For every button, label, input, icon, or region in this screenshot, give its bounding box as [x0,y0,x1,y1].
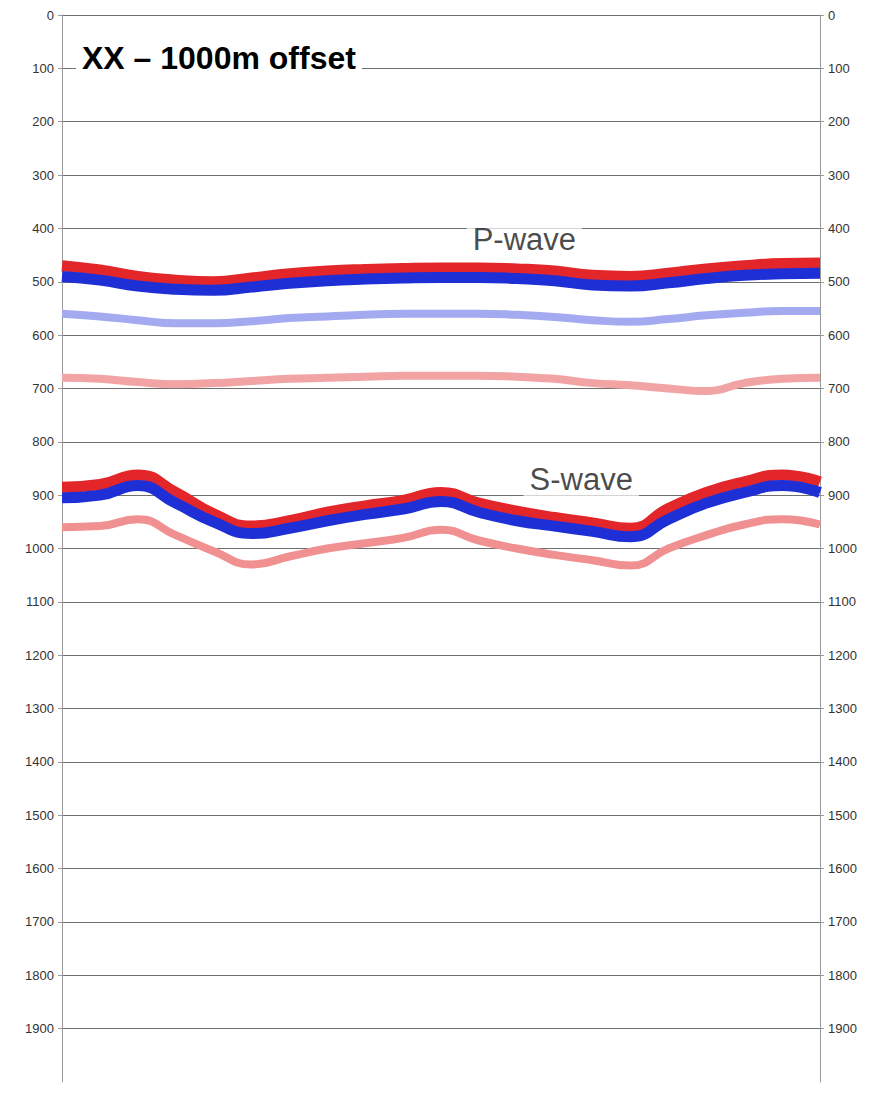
svg-text:1100: 1100 [26,594,54,609]
svg-text:1200: 1200 [25,648,54,663]
svg-text:1600: 1600 [25,861,54,876]
svg-text:1300: 1300 [25,701,54,716]
svg-text:S-wave: S-wave [530,462,633,497]
svg-text:400: 400 [828,221,850,236]
svg-text:1000: 1000 [828,541,857,556]
svg-text:1300: 1300 [828,701,857,716]
svg-text:200: 200 [828,114,850,129]
svg-text:700: 700 [828,381,850,396]
svg-text:500: 500 [828,274,850,289]
svg-text:300: 300 [32,168,54,183]
svg-text:900: 900 [828,488,850,503]
svg-text:700: 700 [32,381,54,396]
svg-text:P-wave: P-wave [473,222,576,257]
svg-text:1800: 1800 [828,968,857,983]
svg-text:300: 300 [828,168,850,183]
svg-text:800: 800 [828,434,850,449]
svg-text:1800: 1800 [25,968,54,983]
svg-text:1200: 1200 [828,648,857,663]
svg-text:800: 800 [32,434,54,449]
svg-text:1400: 1400 [25,754,54,769]
svg-text:1600: 1600 [828,861,857,876]
svg-text:100: 100 [828,61,850,76]
svg-text:1000: 1000 [25,541,54,556]
svg-text:900: 900 [32,488,54,503]
svg-text:200: 200 [32,114,54,129]
svg-text:100: 100 [32,61,54,76]
svg-text:1100: 1100 [828,594,856,609]
svg-text:1700: 1700 [25,914,54,929]
svg-text:600: 600 [32,328,54,343]
svg-text:1900: 1900 [828,1021,857,1036]
svg-text:0: 0 [47,8,54,23]
svg-text:1400: 1400 [828,754,857,769]
svg-text:0: 0 [828,8,835,23]
svg-text:400: 400 [32,221,54,236]
svg-text:XX – 1000m offset: XX – 1000m offset [82,40,356,76]
svg-text:1500: 1500 [828,808,857,823]
svg-text:600: 600 [828,328,850,343]
svg-text:1700: 1700 [828,914,857,929]
svg-text:1900: 1900 [25,1021,54,1036]
svg-text:1500: 1500 [25,808,54,823]
svg-text:500: 500 [32,274,54,289]
